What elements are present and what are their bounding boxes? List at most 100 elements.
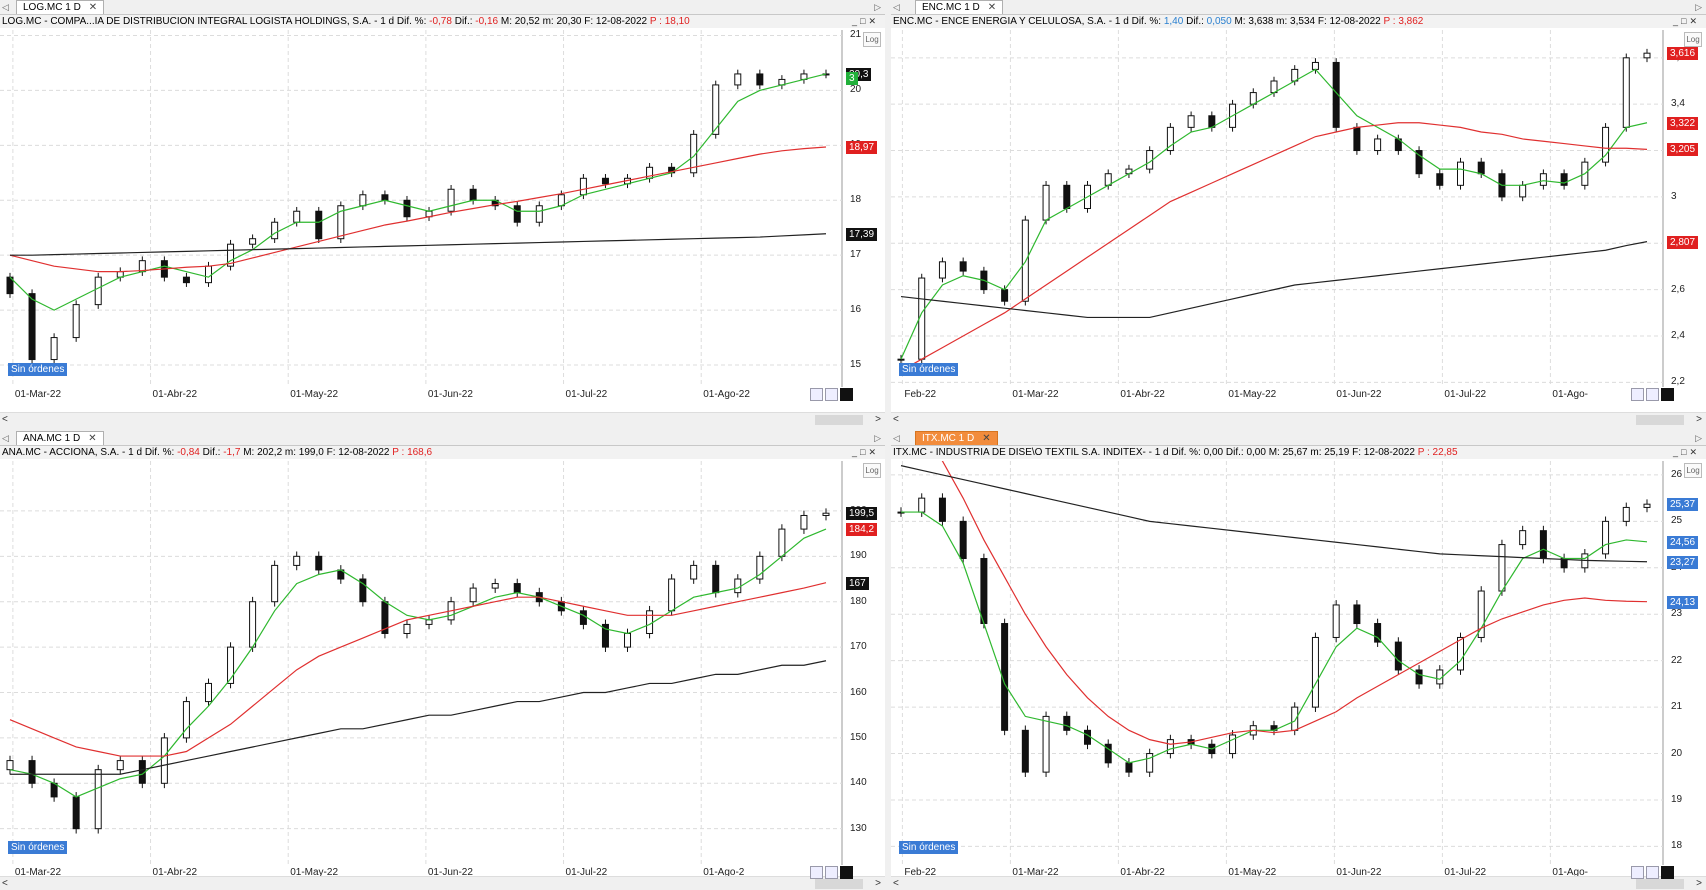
log-scale-button[interactable]: Log <box>1684 32 1702 47</box>
window-buttons[interactable]: _□✕ <box>1673 15 1700 28</box>
chart-wave-icon[interactable] <box>1631 388 1644 401</box>
orders-status-badge: Sin órdenes <box>8 841 68 854</box>
scroll-left-icon[interactable]: < <box>893 414 899 425</box>
chart-corner-tools[interactable] <box>808 388 853 401</box>
window-maximize-icon[interactable]: □ <box>860 16 869 26</box>
chart-corner-tools[interactable] <box>1629 388 1674 401</box>
window-close-icon[interactable]: ✕ <box>1689 447 1700 457</box>
candle-body <box>204 265 212 284</box>
info-symbol: ITX.MC - INDUSTRIA DE DISE\O TEXTIL S.A.… <box>893 447 1155 458</box>
color-box-icon[interactable] <box>840 866 853 879</box>
save-icon[interactable] <box>1646 866 1659 879</box>
candle-body <box>959 520 967 560</box>
horizontal-scrollbar[interactable]: < > <box>891 412 1706 426</box>
ma-line-2 <box>900 122 1648 372</box>
scroll-left-icon[interactable]: < <box>2 414 8 425</box>
ma-line-2 <box>9 146 827 273</box>
ma-line-3 <box>900 241 1648 319</box>
window-maximize-icon[interactable]: □ <box>860 447 869 457</box>
chart-wave-icon[interactable] <box>1631 866 1644 879</box>
candle-body <box>1457 161 1464 186</box>
horizontal-scrollbar[interactable]: < > <box>0 412 885 426</box>
window-close-icon[interactable]: ✕ <box>868 16 879 26</box>
tab-close-icon[interactable]: ✕ <box>982 433 991 444</box>
price-chart[interactable] <box>0 461 885 865</box>
chart-corner-tools[interactable] <box>1629 866 1674 879</box>
chart-pane-ana[interactable]: ◁ ▷ ANA.MC 1 D ✕ ANA.MC - ACCIONA, S.A. - 1 … <box>0 431 885 890</box>
info-dif: -0,16 <box>475 16 499 27</box>
chart-wave-icon[interactable] <box>810 388 823 401</box>
window-buttons[interactable]: _□✕ <box>1673 446 1700 459</box>
chart-pane-enc[interactable]: ◁ ▷ ENC.MC 1 D ✕ ENC.MC - ENCE ENERGIA Y CEL… <box>891 0 1706 426</box>
log-scale-button[interactable]: Log <box>863 32 881 47</box>
horizontal-scrollbar[interactable]: < > <box>0 876 885 890</box>
color-box-icon[interactable] <box>840 388 853 401</box>
chart-corner-tools[interactable] <box>808 866 853 879</box>
scroll-right-icon[interactable]: > <box>875 878 881 889</box>
y-tick-label: 3 <box>1671 190 1677 202</box>
tab-scroll-right-icon[interactable]: ▷ <box>1695 433 1702 443</box>
candle-body <box>293 210 301 223</box>
scroll-thumb[interactable] <box>1636 415 1684 425</box>
window-buttons[interactable]: _□✕ <box>852 15 879 28</box>
window-close-icon[interactable]: ✕ <box>868 447 879 457</box>
candle-body <box>182 701 190 739</box>
scroll-right-icon[interactable]: > <box>1696 878 1702 889</box>
scroll-thumb[interactable] <box>815 415 863 425</box>
tab-enc[interactable]: ENC.MC 1 D ✕ <box>915 0 1004 14</box>
candle-body <box>1311 636 1319 708</box>
ma-line-2 <box>941 461 1648 745</box>
tab-scroll-left-icon[interactable]: ◁ <box>893 2 900 12</box>
tab-close-icon[interactable]: ✕ <box>88 433 97 444</box>
log-scale-button[interactable]: Log <box>863 463 881 478</box>
tab-itx[interactable]: ITX.MC 1 D ✕ <box>915 431 998 445</box>
scroll-right-icon[interactable]: > <box>875 414 881 425</box>
info-pct-label: Dif. %: <box>1171 447 1201 458</box>
scroll-right-icon[interactable]: > <box>1696 414 1702 425</box>
color-box-icon[interactable] <box>1661 388 1674 401</box>
price-chart[interactable] <box>891 461 1706 865</box>
info-p-label: P : <box>1417 447 1430 458</box>
candle-body <box>513 583 521 594</box>
candle-body <box>1415 669 1423 685</box>
info-pct: -0,78 <box>429 16 452 27</box>
tab-scroll-left-icon[interactable]: ◁ <box>893 433 900 443</box>
color-box-icon[interactable] <box>1661 866 1674 879</box>
window-buttons[interactable]: _□✕ <box>852 446 879 459</box>
horizontal-scrollbar[interactable]: < > <box>891 876 1706 890</box>
window-close-icon[interactable]: ✕ <box>1689 16 1700 26</box>
window-maximize-icon[interactable]: □ <box>1681 16 1690 26</box>
scroll-left-icon[interactable]: < <box>2 878 8 889</box>
log-scale-button[interactable]: Log <box>1684 463 1702 478</box>
save-icon[interactable] <box>1646 388 1659 401</box>
tab-close-icon[interactable]: ✕ <box>987 2 997 13</box>
tab-ana[interactable]: ANA.MC 1 D ✕ <box>16 431 104 445</box>
tab-scroll-right-icon[interactable]: ▷ <box>874 2 881 12</box>
window-minimize-icon[interactable]: _ <box>1673 16 1682 26</box>
price-chart[interactable] <box>0 30 885 387</box>
price-chart[interactable] <box>891 30 1706 387</box>
chart-pane-log[interactable]: ◁ ▷ LOG.MC 1 D ✕ LOG.MC - COMPA...IA DE DIST… <box>0 0 885 426</box>
window-minimize-icon[interactable]: _ <box>852 447 861 457</box>
candle-body <box>1539 173 1547 186</box>
info-tf: 1 d <box>380 16 395 27</box>
save-icon[interactable] <box>825 388 838 401</box>
tab-close-icon[interactable]: ✕ <box>88 2 98 13</box>
tab-scroll-right-icon[interactable]: ▷ <box>874 433 881 443</box>
window-minimize-icon[interactable]: _ <box>852 16 861 26</box>
tab-scroll-left-icon[interactable]: ◁ <box>2 2 9 12</box>
chart-pane-itx[interactable]: ◁ ▷ ITX.MC 1 D ✕ ITX.MC - INDUSTRIA DE DISE\… <box>891 431 1706 890</box>
tab-scroll-left-icon[interactable]: ◁ <box>2 433 9 443</box>
scroll-left-icon[interactable]: < <box>893 878 899 889</box>
tab-scroll-right-icon[interactable]: ▷ <box>1695 2 1702 12</box>
window-minimize-icon[interactable]: _ <box>1673 447 1682 457</box>
tab-log[interactable]: LOG.MC 1 D ✕ <box>16 0 105 14</box>
price-label: 3,322 <box>1667 116 1699 130</box>
candle-body <box>1042 184 1050 221</box>
save-icon[interactable] <box>825 866 838 879</box>
scroll-thumb[interactable] <box>815 879 863 889</box>
window-maximize-icon[interactable]: □ <box>1681 447 1690 457</box>
scroll-thumb[interactable] <box>1636 879 1684 889</box>
chart-wave-icon[interactable] <box>810 866 823 879</box>
x-tick-label: 01-Mar-22 <box>1012 389 1059 400</box>
